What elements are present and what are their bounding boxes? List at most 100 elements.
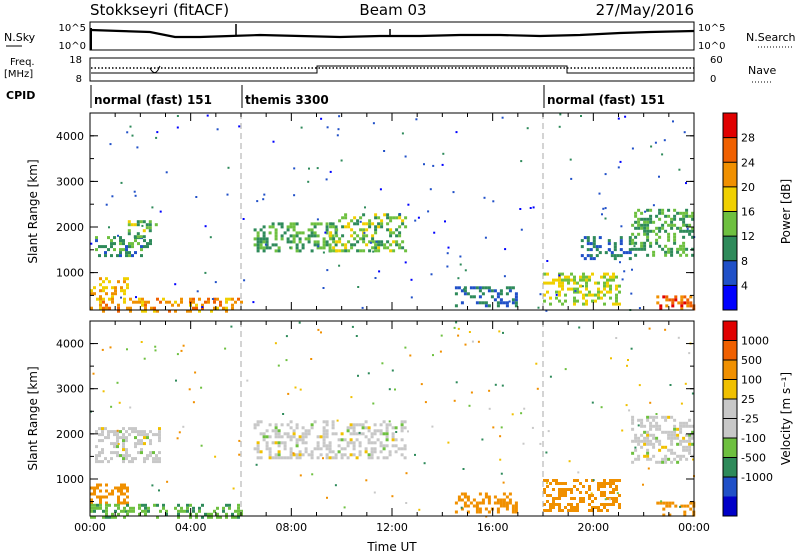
x-tick-label: 12:00 xyxy=(376,521,408,534)
colorbar-swatch xyxy=(723,186,737,212)
echo-band xyxy=(454,286,518,308)
x-tick-label: 00:00 xyxy=(74,521,106,534)
colorbar-swatch xyxy=(723,211,737,237)
colorbar-tick-label: -100 xyxy=(741,432,766,445)
echo-band xyxy=(631,208,695,257)
colorbar-swatch xyxy=(723,340,737,360)
echo-band xyxy=(253,420,407,460)
colorbar-swatch xyxy=(723,285,737,310)
y-tick-label: 4000 xyxy=(56,338,84,351)
colorbar-swatch xyxy=(723,162,737,187)
freq-label: Freq. xyxy=(10,57,35,68)
colorbar: 4 8 12 16 20 24 28 Power [dB] xyxy=(722,112,793,311)
nsky-tick-bottom: 10^0 xyxy=(59,41,86,52)
radar-title: Stokkseyri (fitACF) xyxy=(90,1,229,19)
x-tick-label: 00:00 xyxy=(678,521,710,534)
cpid-segment-label: normal (fast) 151 xyxy=(547,93,665,107)
colorbar-tick-label: 100 xyxy=(741,374,762,387)
nsearch-tick-bottom: 10^0 xyxy=(698,41,725,52)
colorbar-swatch xyxy=(723,379,737,399)
colorbar: 1000 500 100 25 -25 -100 -500 -1000 Velocity [m … xyxy=(722,320,793,517)
colorbar-tick-label: 25 xyxy=(741,393,755,406)
y-tick-label: 3000 xyxy=(56,383,84,396)
cpid-segment-label: normal (fast) 151 xyxy=(94,93,212,107)
colorbar-swatch xyxy=(723,496,737,516)
nsky-label: N.Sky xyxy=(4,31,36,44)
colorbar-swatch xyxy=(723,360,737,380)
x-axis-label: Time UT xyxy=(366,540,417,554)
y-tick-label: 2000 xyxy=(56,428,84,441)
x-tick-label: 04:00 xyxy=(175,521,207,534)
scattered-echoes xyxy=(90,113,696,312)
nsearch-tick-top: 10^5 xyxy=(698,23,725,34)
panel-frame xyxy=(89,112,695,311)
colorbar-tick-label: 500 xyxy=(741,354,762,367)
colorbar-swatch xyxy=(723,236,737,261)
colorbar-swatch xyxy=(723,260,737,286)
cpid-label: CPID xyxy=(6,89,35,102)
colorbar-tick-label: 24 xyxy=(741,156,755,169)
colorbar-swatch xyxy=(723,457,737,477)
y-tick-label: 4000 xyxy=(56,130,84,143)
nsky-tick-top: 10^5 xyxy=(59,23,86,34)
freq-trace xyxy=(91,65,694,74)
x-tick-label: 08:00 xyxy=(275,521,307,534)
x-tick-label: 16:00 xyxy=(477,521,509,534)
echo-band xyxy=(543,272,621,306)
scattered-echoes xyxy=(90,321,695,518)
date-title: 27/May/2016 xyxy=(596,1,694,19)
colorbar-label: Velocity [m s⁻¹] xyxy=(779,372,793,465)
colorbar-tick-label: 20 xyxy=(741,181,755,194)
colorbar-swatch xyxy=(723,418,737,438)
x-tick-label: 20:00 xyxy=(577,521,609,534)
nave-tick-top: 60 xyxy=(710,55,723,66)
cpid-segment-label: themis 3300 xyxy=(245,93,329,107)
freq-tick-bottom: 8 xyxy=(76,74,82,85)
colorbar-swatch xyxy=(723,438,737,458)
colorbar-tick-label: 4 xyxy=(741,279,748,292)
colorbar-swatch xyxy=(723,113,737,138)
colorbar-tick-label: 28 xyxy=(741,132,755,145)
echo-band xyxy=(329,213,408,253)
echo-band xyxy=(90,277,129,299)
nsearch-label: N.Search xyxy=(746,31,796,44)
velocity-panel: 1000 2000 3000 4000 00:00 04:00 08:00 12:00 16:0… xyxy=(26,320,793,534)
cpid-segments: normal (fast) 151 themis 3300 normal (fast… xyxy=(90,85,665,108)
power-panel: 1000 2000 3000 4000 Slant Range [km] 4 8 12 16 20… xyxy=(26,112,793,313)
y-axis-label: Slant Range [km] xyxy=(26,366,40,470)
colorbar-tick-label: 1000 xyxy=(741,335,769,348)
y-tick-label: 3000 xyxy=(56,175,84,188)
echo-band xyxy=(127,220,158,239)
colorbar-tick-label: 12 xyxy=(741,230,755,243)
colorbar-tick-label: -25 xyxy=(741,413,759,426)
echo-band xyxy=(95,427,161,464)
echo-band xyxy=(90,483,129,505)
y-axis-label: Slant Range [km] xyxy=(26,159,40,263)
echo-band xyxy=(656,295,696,311)
colorbar-swatch xyxy=(723,399,737,419)
colorbar-tick-label: 8 xyxy=(741,255,748,268)
echo-band xyxy=(656,501,696,517)
y-tick-label: 1000 xyxy=(56,267,84,280)
nave-label: Nave xyxy=(748,64,776,77)
y-tick-label: 2000 xyxy=(56,221,84,234)
nsky-trace xyxy=(90,28,695,39)
echo-band xyxy=(543,479,621,512)
colorbar-label: Power [dB] xyxy=(779,179,793,244)
colorbar-tick-label: 16 xyxy=(741,206,755,219)
freq-tick-top: 18 xyxy=(69,55,82,66)
colorbar-tick-label: -500 xyxy=(741,452,766,465)
colorbar-swatch xyxy=(723,321,737,341)
echo-band xyxy=(90,503,243,519)
y-tick-label: 1000 xyxy=(56,473,84,486)
echo-band xyxy=(454,492,518,514)
echo-band xyxy=(95,236,152,258)
echo-band xyxy=(253,222,338,253)
freq-strip-frame xyxy=(89,57,695,82)
colorbar-swatch xyxy=(723,137,737,163)
echo-band xyxy=(90,297,243,313)
echo-band xyxy=(580,236,632,261)
beam-title: Beam 03 xyxy=(359,1,426,19)
colorbar-tick-label: -1000 xyxy=(741,471,773,484)
